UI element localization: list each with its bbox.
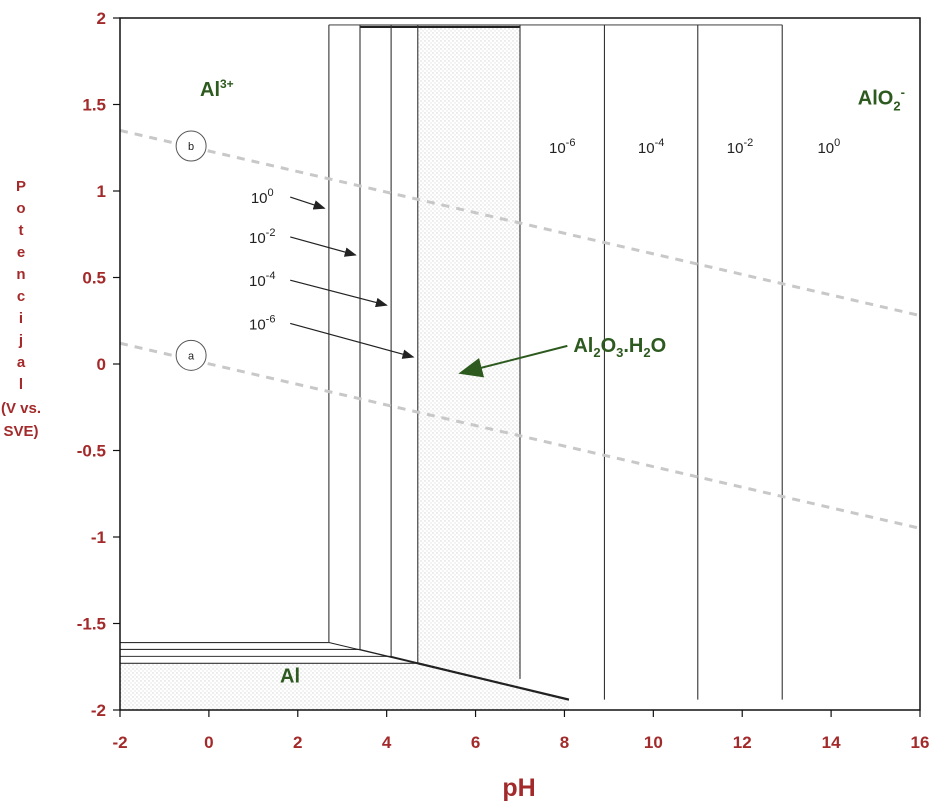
concentration-arrow <box>290 196 326 210</box>
x-tick-label: 2 <box>293 733 302 752</box>
y-axis-letter: a <box>16 354 26 371</box>
concentration-arrow <box>290 279 388 308</box>
y-tick-label: 0 <box>97 355 106 374</box>
region-label-al: Al <box>280 665 300 687</box>
y-axis-letter: j <box>18 332 24 349</box>
y-axis-letter: c <box>16 288 26 305</box>
y-axis-letter: e <box>16 244 26 261</box>
y-axis-unit-line: (V vs. <box>0 400 42 417</box>
axes: -2 0 2 4 6 8 10 12 14 16 -2 -1.5 -1 -0.5 0 0.5 1 1.5 2 <box>77 9 930 752</box>
region-label-al3: Al3+ <box>200 77 234 101</box>
water-line-marker-label: b <box>188 141 194 153</box>
concentration-label: 10-6 <box>249 313 275 333</box>
y-tick-label: -2 <box>91 701 106 720</box>
x-tick-label: 16 <box>911 733 930 752</box>
y-tick-label: -1 <box>91 528 106 547</box>
x-tick-label: 6 <box>471 733 480 752</box>
oxide-arrow <box>458 344 568 378</box>
concentration-label: 10-4 <box>249 270 275 290</box>
x-tick-label: 10 <box>644 733 663 752</box>
y-axis-letter: i <box>18 310 24 327</box>
x-tick-label: 12 <box>733 733 752 752</box>
x-axis-title: pH <box>502 774 535 802</box>
water-line-marker-label: a <box>188 350 195 362</box>
y-axis-letter: l <box>18 376 24 393</box>
plot-area: a b 100 10-2 10-4 10-6 10-6 10-4 10-2 100 Al3+ AlO2… <box>119 24 921 710</box>
region-label-alo2: AlO2- <box>858 85 905 114</box>
y-axis-title: P o t e n c i j a l (V vs. SVE) <box>0 176 42 442</box>
y-tick-label: 1.5 <box>82 96 106 115</box>
y-axis-letter: o <box>16 200 26 217</box>
region-label-oxide: Al2O3.H2O <box>573 335 666 360</box>
y-tick-label: 2 <box>97 9 106 28</box>
concentration-arrow <box>290 322 415 359</box>
y-tick-label: -0.5 <box>77 442 106 461</box>
water-line-marker-circle <box>175 130 207 162</box>
al-oxide-boundary-line <box>417 662 570 701</box>
concentration-arrow <box>290 236 357 257</box>
water-line-b <box>119 128 921 318</box>
y-axis-letter: P <box>15 178 26 195</box>
water-line-marker-circle <box>175 339 207 371</box>
al-metal-region <box>120 663 569 710</box>
concentration-label: 100 <box>817 137 840 157</box>
y-tick-label: 0.5 <box>82 269 106 288</box>
y-tick-label: 1 <box>97 182 106 201</box>
x-tick-label: 8 <box>560 733 569 752</box>
x-tick-label: -2 <box>112 733 127 752</box>
concentration-label: 10-4 <box>638 137 664 157</box>
concentration-label: 10-2 <box>727 137 753 157</box>
concentration-label: 10-6 <box>549 137 575 157</box>
x-tick-label: 4 <box>382 733 392 752</box>
y-axis-unit-line: SVE) <box>3 423 39 440</box>
oxide-stable-region <box>417 24 520 688</box>
x-tick-label: 14 <box>822 733 841 752</box>
y-axis-letter: n <box>16 266 26 283</box>
x-tick-label: 0 <box>204 733 213 752</box>
concentration-label: 100 <box>251 187 274 207</box>
water-line-a <box>119 341 921 530</box>
y-axis-letter: t <box>18 222 24 239</box>
y-tick-label: -1.5 <box>77 615 106 634</box>
concentration-label: 10-2 <box>249 227 275 247</box>
